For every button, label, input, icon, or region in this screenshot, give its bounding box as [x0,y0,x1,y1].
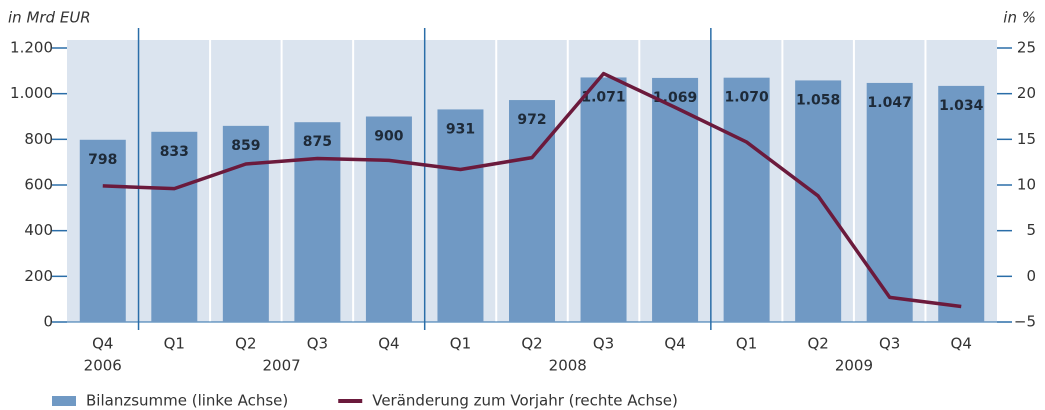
bar [866,82,913,322]
bar-value-label: 931 [446,121,475,137]
legend-label: Bilanzsumme (linke Achse) [86,392,288,410]
bar-value-label: 1.034 [939,98,984,114]
bar-value-label: 798 [88,152,117,168]
x-tick-label: Q1 [450,335,471,353]
x-tick-label: Q1 [736,335,757,353]
bar [795,80,842,322]
bar [222,125,269,322]
bar [938,85,985,322]
legend-label: Veränderung zum Vorjahr (rechte Achse) [372,392,678,410]
bar [151,131,198,322]
x-tick-label: Q1 [164,335,185,353]
bar [580,77,627,322]
line-series [102,71,962,309]
y2-tick-label: 15 [1017,130,1036,148]
bar-value-label: 1.071 [581,89,625,105]
bar-value-label: 833 [160,144,189,160]
y-tick-label: 1.200 [10,39,53,57]
x-tick-label: Q4 [664,335,685,353]
bar-value-label: 875 [303,134,332,150]
y-tick-label: 800 [24,130,53,148]
x-tick-label: Q4 [378,335,399,353]
bar-value-label: 1.058 [796,92,840,108]
x-tick-label: Q3 [879,335,900,353]
y2-tick-label: 5 [1026,221,1036,239]
y2-tick-label: −5 [1014,313,1036,331]
x-group-label: 2008 [549,357,587,375]
bar [365,116,412,322]
y-tick-label: 400 [24,221,53,239]
y2-tick-label: 0 [1026,267,1036,285]
x-tick-label: Q2 [521,335,542,353]
bar [294,122,341,322]
x-tick-label: Q4 [92,335,113,353]
x-group-label: 2009 [835,357,873,375]
legend-swatch [52,396,76,406]
bar-value-label: 1.070 [724,90,769,106]
y-tick-label: 0 [43,313,53,331]
y2-tick-label: 10 [1017,176,1036,194]
bar [509,100,555,322]
bar-value-label: 900 [374,129,403,145]
bar [723,77,770,322]
bar [437,109,484,323]
y2-tick-label: 20 [1017,84,1036,102]
y2-tick-label: 25 [1017,39,1036,57]
y-tick-label: 200 [24,267,53,285]
bar-value-label: 972 [517,112,546,128]
bar-value-label: 1.047 [868,95,912,111]
bar [652,77,699,322]
bar-value-label: 859 [231,138,260,154]
x-tick-label: Q3 [593,335,614,353]
bar [79,139,126,322]
x-tick-label: Q2 [807,335,828,353]
x-tick-label: Q2 [235,335,256,353]
y2-unit-label: in % [1003,9,1036,27]
y-tick-label: 1.000 [10,84,53,102]
x-tick-label: Q3 [307,335,328,353]
y-unit-label: in Mrd EUR [8,9,91,27]
y-tick-label: 600 [24,176,53,194]
x-tick-label: Q4 [951,335,972,353]
bar-value-label: 1.069 [653,90,697,106]
x-group-label: 2007 [263,357,301,375]
x-group-label: 2006 [84,357,122,375]
